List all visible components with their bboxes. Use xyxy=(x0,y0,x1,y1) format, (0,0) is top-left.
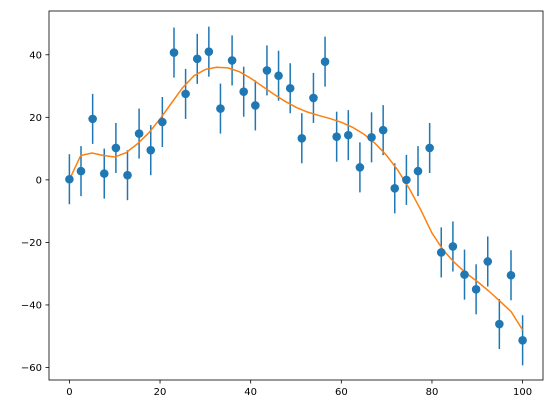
data-point xyxy=(158,117,167,127)
data-point xyxy=(181,89,190,99)
data-point xyxy=(460,270,469,279)
data-point xyxy=(378,125,388,135)
data-point xyxy=(88,114,97,124)
x-tick-label: 0 xyxy=(66,387,72,398)
data-point xyxy=(192,54,202,64)
x-tick-label: 60 xyxy=(335,387,348,398)
data-point xyxy=(367,133,376,142)
data-point xyxy=(134,129,144,138)
x-tick-label: 80 xyxy=(426,387,439,398)
data-point xyxy=(355,163,365,172)
data-point xyxy=(332,132,341,142)
y-tick-label: 40 xyxy=(29,50,42,61)
data-point xyxy=(216,104,225,113)
data-point xyxy=(123,170,132,180)
x-axis: 0 20 40 60 80 100 xyxy=(66,380,532,398)
data-point xyxy=(227,56,237,65)
data-point xyxy=(320,57,330,66)
data-point xyxy=(65,174,74,184)
data-point xyxy=(99,169,109,178)
data-point xyxy=(262,66,272,75)
data-point xyxy=(274,71,283,81)
data-point xyxy=(146,145,156,155)
series-line-fit xyxy=(68,66,524,331)
x-tick-label: 100 xyxy=(513,387,532,398)
data-point xyxy=(76,166,86,176)
data-point xyxy=(285,83,295,93)
y-tick-label: 0 xyxy=(36,175,42,186)
data-point xyxy=(518,335,527,345)
data-point xyxy=(436,248,446,257)
data-point xyxy=(506,270,516,280)
data-point xyxy=(425,143,434,153)
data-point xyxy=(251,101,260,110)
data-point xyxy=(413,166,423,176)
y-tick-label: −20 xyxy=(21,238,42,249)
data-point xyxy=(111,143,121,153)
data-point xyxy=(204,47,214,56)
data-point xyxy=(390,184,400,193)
y-tick-label: −40 xyxy=(21,300,42,311)
data-points-layer xyxy=(65,47,527,345)
x-tick-label: 20 xyxy=(154,387,167,398)
data-point xyxy=(297,133,307,143)
data-point xyxy=(344,130,353,140)
y-tick-label: −60 xyxy=(21,363,42,374)
plot-frame xyxy=(48,10,544,381)
data-point xyxy=(169,48,179,57)
data-point xyxy=(483,257,493,266)
data-point xyxy=(402,175,411,185)
data-point xyxy=(309,93,318,103)
data-point xyxy=(239,87,248,96)
y-axis: −60 −40 −20 0 20 40 xyxy=(21,50,49,374)
y-tick-label: 20 xyxy=(29,113,42,124)
x-tick-label: 40 xyxy=(244,387,257,398)
data-point xyxy=(471,285,481,294)
data-point xyxy=(495,319,504,329)
data-point xyxy=(448,242,458,251)
